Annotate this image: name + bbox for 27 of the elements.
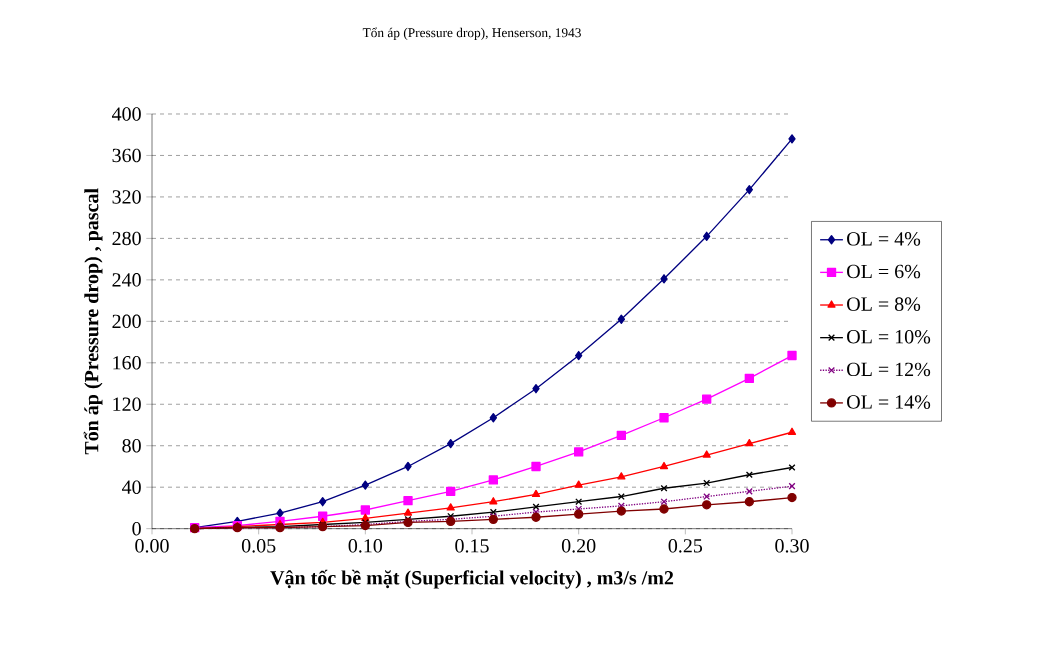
y-tick-label: 200	[112, 314, 141, 329]
x-tick-label: 0.20	[561, 539, 596, 553]
y-tick-label: 320	[112, 190, 141, 204]
y-tick-label: 280	[112, 231, 141, 246]
legend-label: OL = 10%	[847, 330, 931, 344]
y-axis-title: Tổn áp (Pressure drop) , pascal	[83, 188, 103, 455]
legend-label: OL = 12%	[847, 362, 931, 377]
x-tick-label: 0.15	[455, 539, 489, 553]
y-tick-label: 160	[113, 356, 141, 370]
legend-label: OL = 14%	[847, 395, 931, 409]
legend-label: OL = 8%	[847, 297, 921, 311]
y-tick-label: 40	[122, 480, 141, 494]
y-tick-label: 80	[122, 438, 141, 453]
legend-label: OL = 6%	[847, 264, 921, 279]
x-tick-label: 0.30	[775, 539, 809, 553]
x-tick-label: 0.00	[135, 539, 169, 553]
y-tick-label: 240	[112, 273, 141, 287]
legend-label: OL = 4%	[847, 232, 921, 246]
chart-title: Tổn áp (Pressure drop), Henserson, 1943	[362, 27, 581, 40]
x-tick-label: 0.25	[668, 539, 703, 553]
y-tick-label: 360	[112, 148, 141, 163]
y-tick-label: 120	[113, 397, 141, 412]
x-tick-label: 0.10	[348, 539, 383, 553]
y-tick-label: 400	[112, 107, 141, 121]
x-tick-label: 0.05	[241, 539, 276, 553]
x-axis-title: Vận tốc bề mặt (Superficial velocity) , m3/s /m2	[270, 569, 674, 589]
y-tick-label: 0	[132, 521, 141, 536]
